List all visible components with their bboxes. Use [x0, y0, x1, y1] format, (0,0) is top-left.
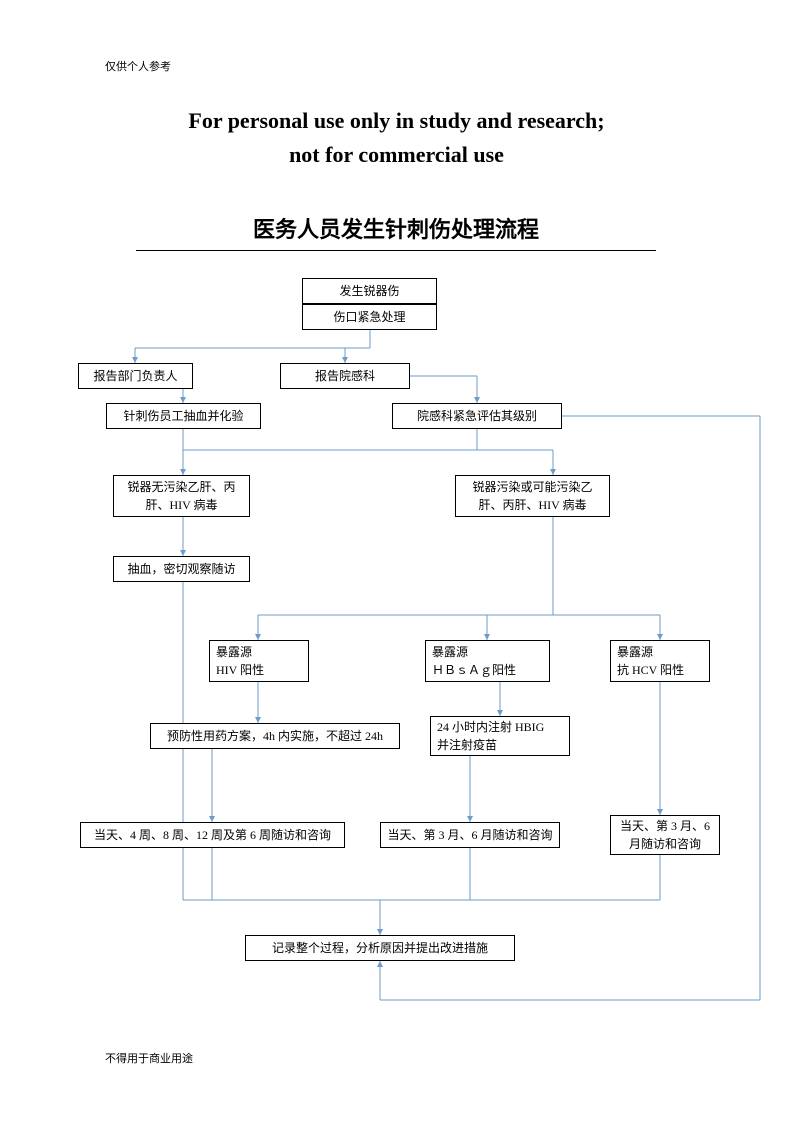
- box-observe: 抽血，密切观察随访: [113, 556, 250, 582]
- box-report-dept: 报告部门负责人: [78, 363, 193, 389]
- box-no-contam: 锐器无污染乙肝、丙肝、HIV 病毒: [113, 475, 250, 517]
- title-cn: 医务人员发生针刺伤处理流程: [136, 212, 656, 251]
- box-prophylaxis: 预防性用药方案，4h 内实施，不超过 24h: [150, 723, 400, 749]
- box-blood-test: 针刺伤员工抽血并化验: [106, 403, 261, 429]
- title-en-line1: For personal use only in study and resea…: [0, 108, 793, 134]
- box-report-infection: 报告院感科: [280, 363, 410, 389]
- box-hbig: 24 小时内注射 HBIG 并注射疫苗: [430, 716, 570, 756]
- box-hcv-pos: 暴露源 抗 HCV 阳性: [610, 640, 710, 682]
- box-followup-hiv: 当天、4 周、8 周、12 周及第 6 周随访和咨询: [80, 822, 345, 848]
- box-contam: 锐器污染或可能污染乙肝、丙肝、HIV 病毒: [455, 475, 610, 517]
- footer-note: 不得用于商业用途: [105, 1050, 193, 1066]
- box-record: 记录整个过程，分析原因并提出改进措施: [245, 935, 515, 961]
- box-followup-hbv: 当天、第 3 月、6 月随访和咨询: [380, 822, 560, 848]
- box-sharp-injury: 发生锐器伤: [302, 278, 437, 304]
- box-hbsag-pos: 暴露源 ＨＢｓＡｇ阳性: [425, 640, 550, 682]
- box-assess-level: 院感科紧急评估其级别: [392, 403, 562, 429]
- box-followup-hcv: 当天、第 3 月、6 月随访和咨询: [610, 815, 720, 855]
- title-en-line2: not for commercial use: [0, 142, 793, 168]
- box-hiv-pos: 暴露源 HIV 阳性: [209, 640, 309, 682]
- box-wound-treat: 伤口紧急处理: [302, 304, 437, 330]
- header-note: 仅供个人参考: [105, 58, 171, 74]
